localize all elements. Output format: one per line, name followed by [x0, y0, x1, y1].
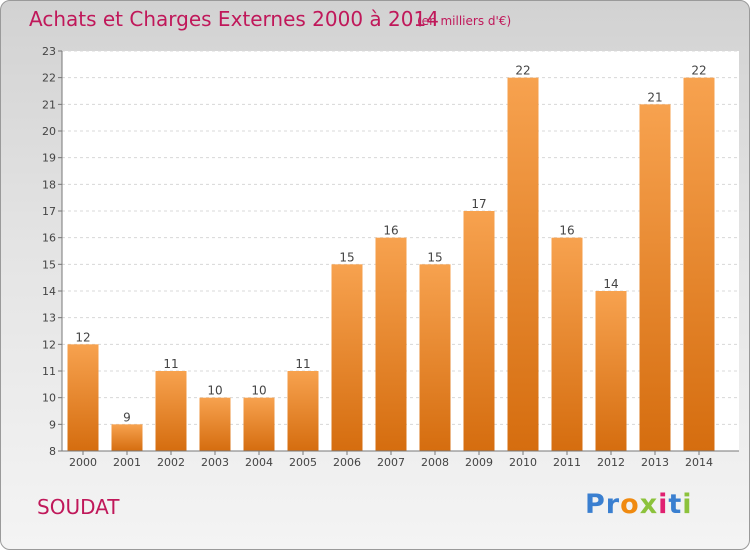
logo-letter: o [620, 489, 640, 520]
proxiti-logo: Proxiti [585, 489, 693, 520]
y-tick-label: 15 [42, 258, 56, 271]
bar [331, 264, 363, 451]
y-tick-label: 12 [42, 338, 56, 351]
x-tick-label: 2008 [421, 456, 449, 469]
chart-title: Achats et Charges Externes 2000 à 2014 [29, 7, 439, 31]
bar-value-label: 11 [163, 357, 178, 371]
y-tick-label: 22 [42, 72, 56, 85]
y-tick-label: 9 [49, 418, 56, 431]
y-tick-label: 23 [42, 45, 56, 58]
bar-value-label: 22 [691, 64, 706, 78]
x-tick-label: 2000 [69, 456, 97, 469]
bar [639, 104, 671, 451]
y-tick-label: 20 [42, 125, 56, 138]
bar [595, 291, 627, 451]
bar [287, 371, 319, 451]
bar [419, 264, 451, 451]
logo-letter: i [658, 489, 669, 520]
x-tick-label: 2010 [509, 456, 537, 469]
logo-letter: P [585, 489, 606, 520]
bar [199, 397, 231, 451]
y-tick-label: 8 [49, 445, 56, 458]
x-tick-label: 2013 [641, 456, 669, 469]
logo-letter: r [605, 489, 621, 520]
bar-value-label: 17 [471, 197, 486, 211]
x-tick-label: 2001 [113, 456, 141, 469]
bar-value-label: 15 [427, 250, 442, 264]
bar-value-label: 9 [123, 410, 131, 424]
bar-value-label: 21 [647, 90, 662, 104]
x-tick-label: 2005 [289, 456, 317, 469]
x-tick-label: 2002 [157, 456, 185, 469]
bar-value-label: 10 [207, 384, 222, 398]
bar-value-label: 12 [75, 330, 90, 344]
x-tick-label: 2007 [377, 456, 405, 469]
bar-value-label: 10 [251, 384, 266, 398]
bar [551, 237, 583, 451]
chart-subtitle: (en milliers d'€) [417, 14, 512, 28]
y-tick-label: 19 [42, 152, 56, 165]
x-tick-label: 2012 [597, 456, 625, 469]
bar-value-label: 11 [295, 357, 310, 371]
y-tick-label: 21 [42, 98, 56, 111]
bar [375, 237, 407, 451]
logo-letter: i [682, 489, 693, 520]
y-tick-label: 14 [42, 285, 56, 298]
commune-name: SOUDAT [37, 495, 120, 519]
logo-letter: x [639, 489, 659, 520]
bar-value-label: 16 [559, 224, 574, 238]
logo-letter: t [668, 489, 683, 520]
x-tick-label: 2014 [685, 456, 713, 469]
y-tick-label: 16 [42, 232, 56, 245]
bar-value-label: 22 [515, 64, 530, 78]
bar [155, 371, 187, 451]
y-tick-label: 13 [42, 312, 56, 325]
bar [463, 211, 495, 451]
bar [111, 424, 143, 451]
bar [683, 77, 715, 452]
bar [67, 344, 99, 451]
x-tick-label: 2009 [465, 456, 493, 469]
bar [243, 397, 275, 451]
bar-value-label: 15 [339, 250, 354, 264]
bar-value-label: 16 [383, 224, 398, 238]
bar [507, 77, 539, 452]
y-tick-label: 11 [42, 365, 56, 378]
y-tick-label: 18 [42, 178, 56, 191]
x-tick-label: 2006 [333, 456, 361, 469]
bar-value-label: 14 [603, 277, 618, 291]
y-tick-label: 10 [42, 392, 56, 405]
y-tick-label: 17 [42, 205, 56, 218]
x-tick-label: 2011 [553, 456, 581, 469]
x-tick-label: 2004 [245, 456, 273, 469]
x-tick-label: 2003 [201, 456, 229, 469]
